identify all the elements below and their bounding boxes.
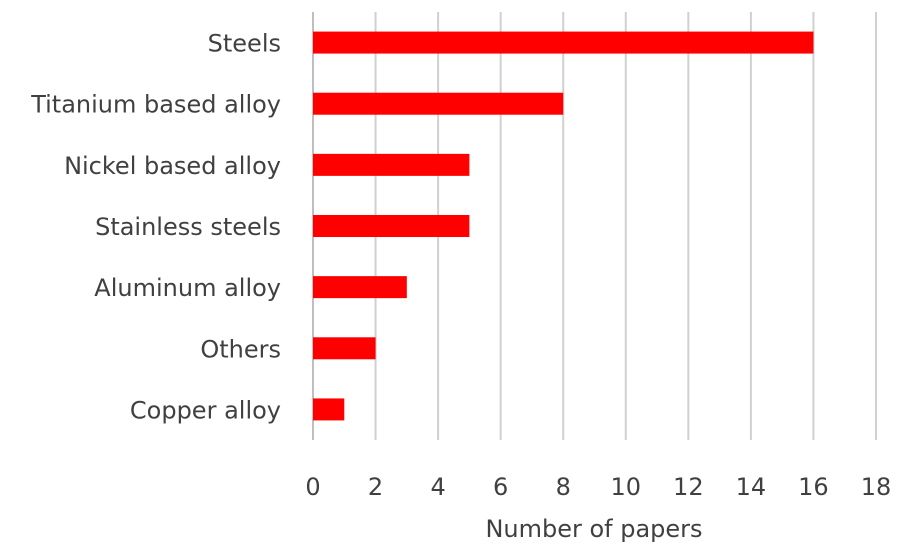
x-tick-labels: 0 2 4 6 8 10 12 14 16 18 [305, 473, 891, 501]
category-label: Nickel based alloy [64, 152, 281, 180]
category-label: Others [200, 335, 281, 363]
x-tick-label: 0 [305, 473, 320, 501]
x-tick-label: 6 [493, 473, 508, 501]
bar [313, 276, 407, 299]
bars [313, 31, 814, 421]
bar [313, 153, 470, 176]
x-tick-label: 14 [736, 473, 767, 501]
bar [313, 215, 470, 237]
x-tick-label: 10 [611, 473, 642, 501]
x-tick-label: 12 [673, 473, 704, 501]
category-label: Copper alloy [130, 396, 281, 424]
x-tick-label: 18 [861, 473, 892, 501]
category-labels: Steels Titanium based alloy Nickel based a… [30, 30, 281, 425]
x-tick-label: 8 [556, 473, 571, 501]
x-axis-title: Number of papers [485, 515, 702, 543]
bar [313, 398, 345, 421]
category-label: Stainless steels [95, 213, 281, 241]
category-label: Aluminum alloy [94, 274, 281, 302]
gridlines [312, 12, 877, 440]
bar [313, 337, 376, 360]
category-label: Steels [208, 30, 281, 58]
bar [313, 31, 814, 54]
x-tick-label: 2 [368, 473, 383, 501]
x-tick-label: 16 [798, 473, 829, 501]
category-label: Titanium based alloy [30, 91, 281, 119]
x-tick-label: 4 [430, 473, 445, 501]
bar [313, 92, 564, 115]
